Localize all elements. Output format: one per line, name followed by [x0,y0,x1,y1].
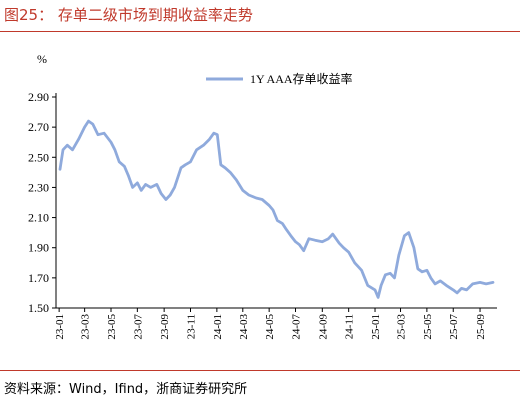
x-tick-label: 25-07 [448,314,460,340]
x-tick-label: 24-09 [317,314,329,340]
x-tick-label: 23-01 [54,314,66,340]
x-tick-label: 24-11 [344,314,356,339]
source-note: 资料来源：Wind，Ifind，浙商证券研究所 [4,382,248,397]
x-tick-label: 23-11 [186,314,198,339]
x-tick-label: 24-03 [238,314,250,340]
x-tick-label: 23-03 [80,314,92,340]
y-tick-label: 2.90 [28,90,49,104]
x-tick-label: 24-05 [264,314,276,340]
x-tick-label: 25-03 [396,314,408,340]
x-tick-label: 24-01 [212,314,224,340]
x-tick-label: 25-09 [475,314,487,340]
series-line [58,119,495,299]
x-tick-label: 23-09 [159,314,171,340]
x-tick-label: 25-01 [370,314,382,340]
y-tick-label: 2.50 [28,150,49,164]
y-tick-label: 1.90 [28,241,49,255]
legend-label: 1Y AAA存单收益率 [250,71,353,86]
x-tick-label: 23-07 [132,314,144,340]
y-tick-label: 1.50 [28,301,49,315]
source-rule [0,370,520,371]
y-tick-label: 1.70 [28,271,49,285]
y-tick-label: 2.70 [28,120,49,134]
y-tick-label: 2.30 [28,180,49,194]
yield-line-chart: % 1.50 1.70 1.90 2.10 2.30 2.50 2.70 2.90 23-01 23… [28,52,497,340]
x-tick-label: 25-05 [422,314,434,340]
figure-title: 图25： 存单二级市场到期收益率走势 [4,6,253,24]
x-tick-label: 24-07 [291,314,303,340]
title-rule [0,31,520,32]
x-tick-label: 23-05 [106,314,118,340]
y-axis-unit: % [37,52,47,66]
y-tick-label: 2.10 [28,211,49,225]
